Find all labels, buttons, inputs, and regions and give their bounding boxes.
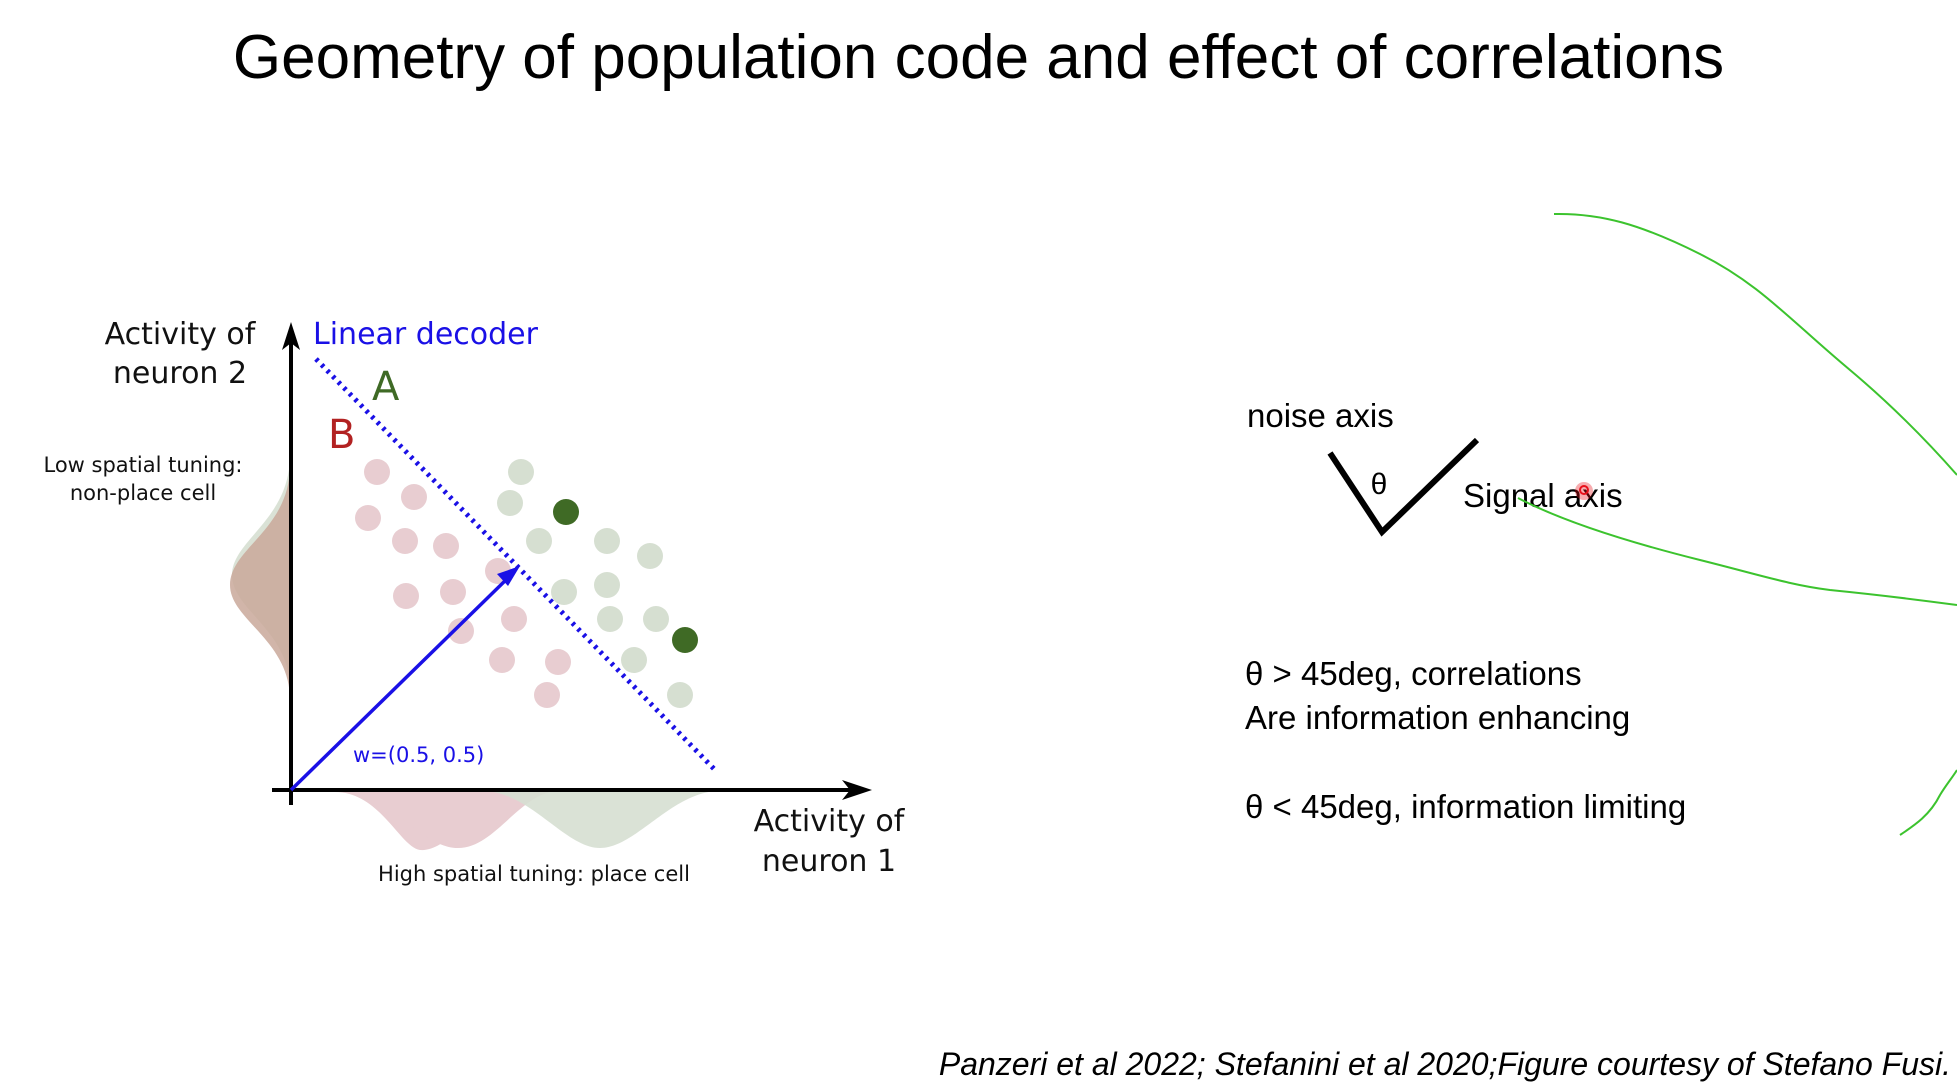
class-b-point: [364, 459, 390, 485]
left-distribution: [230, 455, 290, 700]
citation: Panzeri et al 2022; Stefanini et al 2020…: [938, 1046, 1951, 1082]
class-a-point: [526, 528, 552, 554]
laser-pointer-glow: [1575, 482, 1593, 500]
class-b-point: [448, 618, 474, 644]
class-b-point: [545, 649, 571, 675]
class-a-point: [594, 572, 620, 598]
noise-signal-angle-glyph: [1327, 437, 1480, 537]
class-a-point: [508, 459, 534, 485]
left-distribution-pink: [230, 465, 290, 700]
class-a-point: [551, 579, 577, 605]
x-axis-label-line2: neuron 1: [762, 844, 896, 879]
bottom-distribution-green: [482, 791, 720, 848]
class-a-highlighted-point: [553, 499, 579, 525]
class-b-point: [392, 528, 418, 554]
class-b-point: [401, 484, 427, 510]
class-a-highlighted-point: [672, 627, 698, 653]
pen-stroke-lower: [1899, 769, 1957, 836]
class-b-label: B: [328, 412, 355, 458]
y-axis-label-line1: Activity of: [105, 317, 257, 352]
left-dist-label-line2: non-place cell: [70, 481, 216, 505]
x-axis-label-line1: Activity of: [754, 804, 906, 839]
class-b-point: [534, 682, 560, 708]
left-dist-label-line1: Low spatial tuning:: [43, 453, 242, 477]
class-a-point: [597, 606, 623, 632]
slide-title: Geometry of population code and effect o…: [232, 23, 1725, 92]
y-axis-arrowhead: [282, 322, 300, 350]
class-a-point: [637, 543, 663, 569]
class-b-points: [355, 459, 571, 708]
noise-axis-label: noise axis: [1247, 397, 1394, 434]
class-b-point: [355, 505, 381, 531]
class-b-point: [489, 647, 515, 673]
weight-vector-arrowhead: [497, 566, 520, 586]
class-b-point: [501, 606, 527, 632]
class-a-point: [621, 647, 647, 673]
pen-stroke-upper: [1553, 212, 1957, 476]
class-a-label: A: [372, 364, 400, 410]
weight-vector: [289, 574, 512, 792]
laser-pointer-dot: [1579, 485, 1589, 495]
rule1-line1: θ > 45deg, correlations: [1245, 655, 1582, 692]
signal-axis-label: Signal axis: [1463, 477, 1623, 514]
class-a-point: [497, 490, 523, 516]
class-a-point: [643, 606, 669, 632]
class-b-point: [393, 583, 419, 609]
x-axis-arrowhead: [842, 780, 872, 800]
y-axis-label-line2: neuron 2: [113, 356, 247, 391]
axes: [272, 322, 872, 805]
class-b-point: [433, 533, 459, 559]
weight-label: w=(0.5, 0.5): [353, 743, 484, 767]
class-a-point: [594, 528, 620, 554]
class-a-point: [667, 682, 693, 708]
bottom-distribution: [335, 791, 720, 851]
bottom-dist-label: High spatial tuning: place cell: [378, 862, 690, 886]
rule1-line2: Are information enhancing: [1245, 699, 1630, 736]
pen-stroke-middle: [1517, 497, 1957, 606]
theta-symbol: θ: [1371, 468, 1388, 501]
laser-pointer: [1575, 482, 1593, 500]
decoder-label: Linear decoder: [313, 317, 539, 352]
class-a-points: [497, 459, 698, 708]
rule2: θ < 45deg, information limiting: [1245, 788, 1686, 825]
class-b-point: [440, 579, 466, 605]
pen-annotations: [1517, 212, 1957, 836]
bottom-distribution-pink-main: [340, 791, 560, 848]
